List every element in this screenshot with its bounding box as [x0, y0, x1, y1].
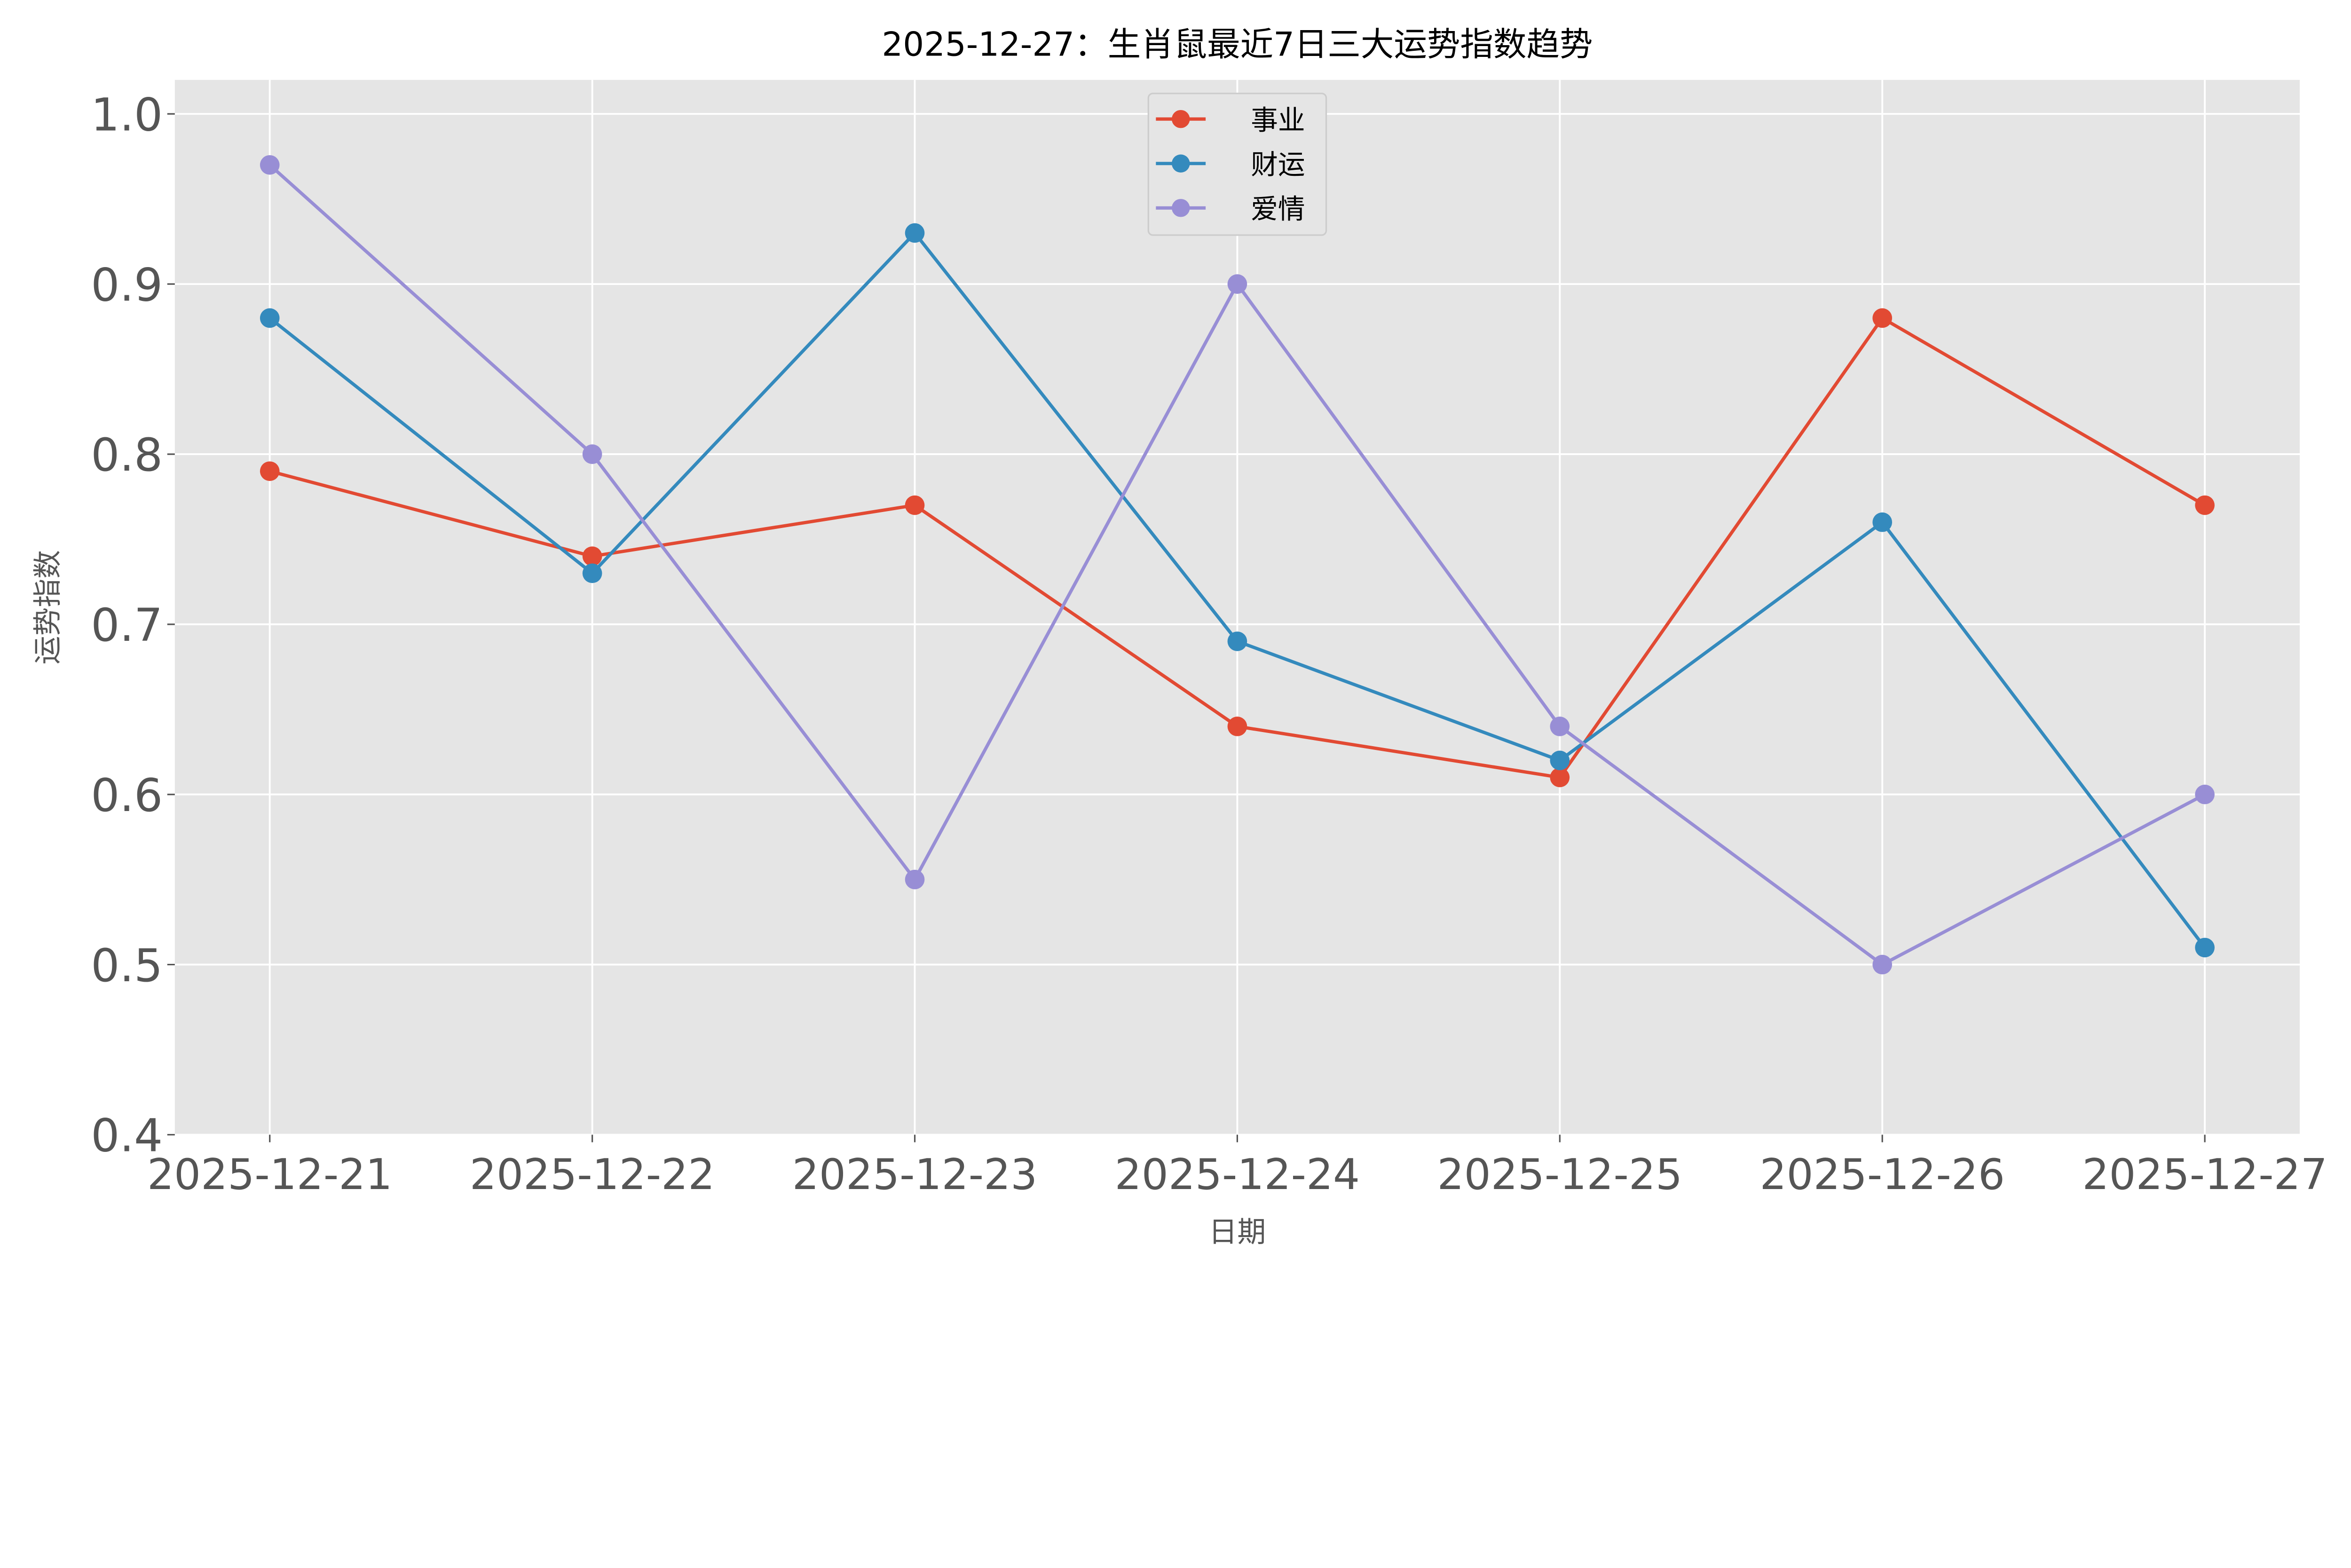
- data-point: [260, 308, 280, 328]
- x-tick-label: 2025-12-25: [1437, 1150, 1683, 1199]
- data-point: [1227, 631, 1247, 651]
- x-tick-label: 2025-12-22: [470, 1150, 715, 1199]
- y-tick-label: 0.7: [91, 599, 163, 652]
- data-point: [1872, 954, 1893, 975]
- legend-marker: [1171, 110, 1190, 128]
- series-lines: [260, 155, 2215, 975]
- data-point: [1550, 750, 1570, 771]
- line-chart: 2025-12-27：生肖鼠最近7日三大运势指数趋势 2025-12-21 202…: [31, 25, 2327, 1249]
- y-tick-label: 0.6: [91, 769, 163, 822]
- data-point: [1227, 717, 1247, 736]
- data-point: [582, 546, 602, 566]
- y-tick-label: 1.0: [91, 89, 163, 142]
- x-tick-label: 2025-12-26: [1759, 1150, 2004, 1199]
- x-tick-label: 2025-12-27: [2082, 1150, 2327, 1199]
- legend-box: [1147, 93, 1327, 236]
- data-point: [260, 155, 280, 175]
- data-point: [2195, 495, 2215, 515]
- y-tick-label: 0.8: [91, 429, 163, 481]
- data-point: [260, 461, 280, 481]
- y-tick-label: 0.4: [91, 1110, 163, 1162]
- legend-marker: [1171, 199, 1190, 217]
- legend-marker: [1171, 154, 1190, 173]
- data-point: [1872, 512, 1893, 532]
- legend-label: 事业: [1251, 104, 1305, 136]
- data-point: [1872, 308, 1893, 328]
- y-tick-label: 0.5: [91, 939, 163, 992]
- legend-label: 财运: [1251, 149, 1305, 181]
- axes: 2025-12-21 2025-12-22 2025-12-23 2025-12-24…: [91, 89, 2327, 1199]
- x-tick-label: 2025-12-24: [1115, 1150, 1360, 1199]
- x-tick-label: 2025-12-21: [147, 1150, 393, 1199]
- y-tick-label: 0.9: [91, 259, 163, 311]
- data-point: [905, 869, 925, 890]
- data-point: [2195, 938, 2215, 958]
- data-point: [582, 563, 602, 583]
- x-tick-label: 2025-12-23: [792, 1150, 1038, 1199]
- data-point: [1550, 717, 1570, 736]
- data-point: [2195, 784, 2215, 804]
- data-point: [582, 444, 602, 464]
- data-point: [1227, 274, 1247, 294]
- data-point: [905, 495, 925, 515]
- data-point: [905, 223, 925, 243]
- legend-label: 爱情: [1251, 193, 1305, 225]
- data-point: [1550, 767, 1570, 788]
- chart-title: 2025-12-27：生肖鼠最近7日三大运势指数趋势: [882, 25, 1593, 64]
- x-axis-label: 日期: [1209, 1215, 1266, 1249]
- y-axis-label: 运势指数: [31, 550, 64, 665]
